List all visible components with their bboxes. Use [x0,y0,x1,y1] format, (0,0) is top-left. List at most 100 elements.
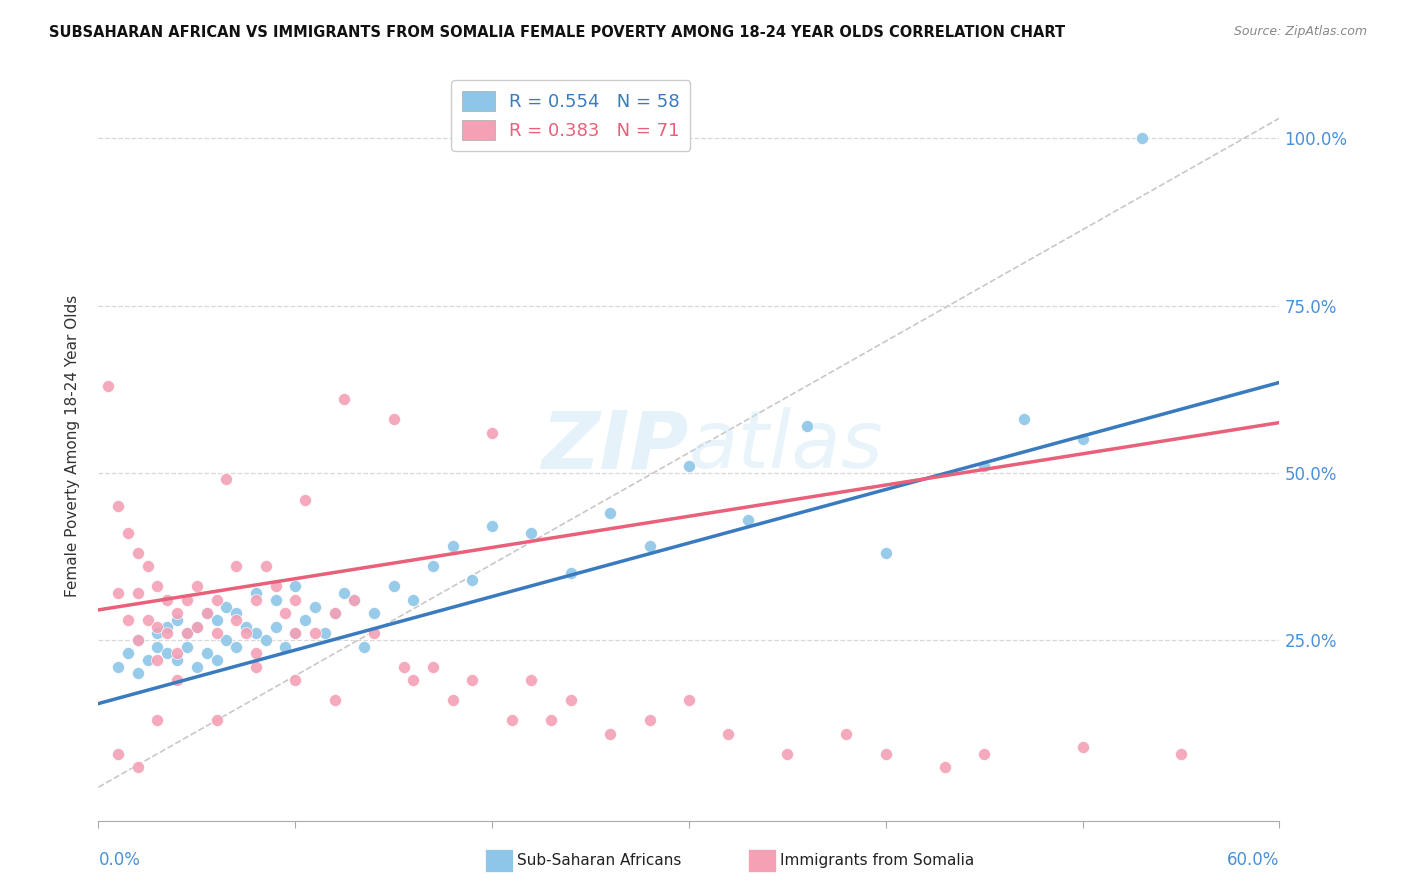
Point [717,726,740,740]
Point [422,559,444,574]
Point [176,626,198,640]
Point [796,419,818,434]
Point [176,640,198,654]
Point [323,693,346,707]
Point [875,546,897,560]
Point [146,653,169,667]
Point [205,626,228,640]
Point [166,607,188,621]
Point [156,626,179,640]
Point [599,506,621,520]
Point [166,653,188,667]
Point [776,747,799,761]
Point [225,607,247,621]
Point [127,666,149,681]
Point [136,559,159,574]
Point [1071,740,1094,755]
Text: 0.0%: 0.0% [98,851,141,869]
Point [245,626,267,640]
Point [146,626,169,640]
Point [638,539,661,553]
Point [274,640,297,654]
Point [107,500,129,514]
Point [195,607,218,621]
Point [274,607,297,621]
Point [176,593,198,607]
Point [254,633,277,648]
Point [136,653,159,667]
Point [264,620,287,634]
Point [382,412,405,426]
Point [127,760,149,774]
Point [402,593,425,607]
Point [323,607,346,621]
Point [1130,131,1153,145]
Point [481,519,503,533]
Point [127,633,149,648]
Point [294,492,316,507]
Point [127,633,149,648]
Point [205,613,228,627]
Point [540,714,562,728]
Text: Sub-Saharan Africans: Sub-Saharan Africans [517,854,682,868]
Text: ZIP: ZIP [541,407,689,485]
Point [186,620,208,634]
Point [441,539,464,553]
Point [737,513,759,527]
Point [215,473,238,487]
Point [136,613,159,627]
Point [363,626,385,640]
Point [215,599,238,614]
Point [363,607,385,621]
Point [284,673,307,688]
Point [323,607,346,621]
Point [186,580,208,594]
Text: Immigrants from Somalia: Immigrants from Somalia [780,854,974,868]
Point [678,693,700,707]
Text: SUBSAHARAN AFRICAN VS IMMIGRANTS FROM SOMALIA FEMALE POVERTY AMONG 18-24 YEAR OL: SUBSAHARAN AFRICAN VS IMMIGRANTS FROM SO… [49,25,1066,40]
Point [333,586,356,600]
Point [215,633,238,648]
Point [225,613,247,627]
Point [107,586,129,600]
Point [107,660,129,674]
Point [835,726,858,740]
Point [166,673,188,688]
Point [195,646,218,660]
Point [205,653,228,667]
Point [284,580,307,594]
Point [146,714,169,728]
Point [382,580,405,594]
Point [501,714,523,728]
Point [245,646,267,660]
Point [560,566,582,581]
Point [146,640,169,654]
Point [97,379,120,393]
Point [245,593,267,607]
Point [235,620,257,634]
Point [520,673,543,688]
Text: Source: ZipAtlas.com: Source: ZipAtlas.com [1233,25,1367,38]
Text: 60.0%: 60.0% [1227,851,1279,869]
Point [117,646,139,660]
Point [225,559,247,574]
Point [560,693,582,707]
Point [392,660,415,674]
Point [1012,412,1035,426]
Point [225,640,247,654]
Point [186,620,208,634]
Point [520,526,543,541]
Point [127,586,149,600]
Point [402,673,425,688]
Point [264,580,287,594]
Point [304,626,326,640]
Point [481,425,503,440]
Point [205,714,228,728]
Point [264,593,287,607]
Point [186,660,208,674]
Point [146,620,169,634]
Point [973,747,995,761]
Point [284,626,307,640]
Point [254,559,277,574]
Point [678,459,700,474]
